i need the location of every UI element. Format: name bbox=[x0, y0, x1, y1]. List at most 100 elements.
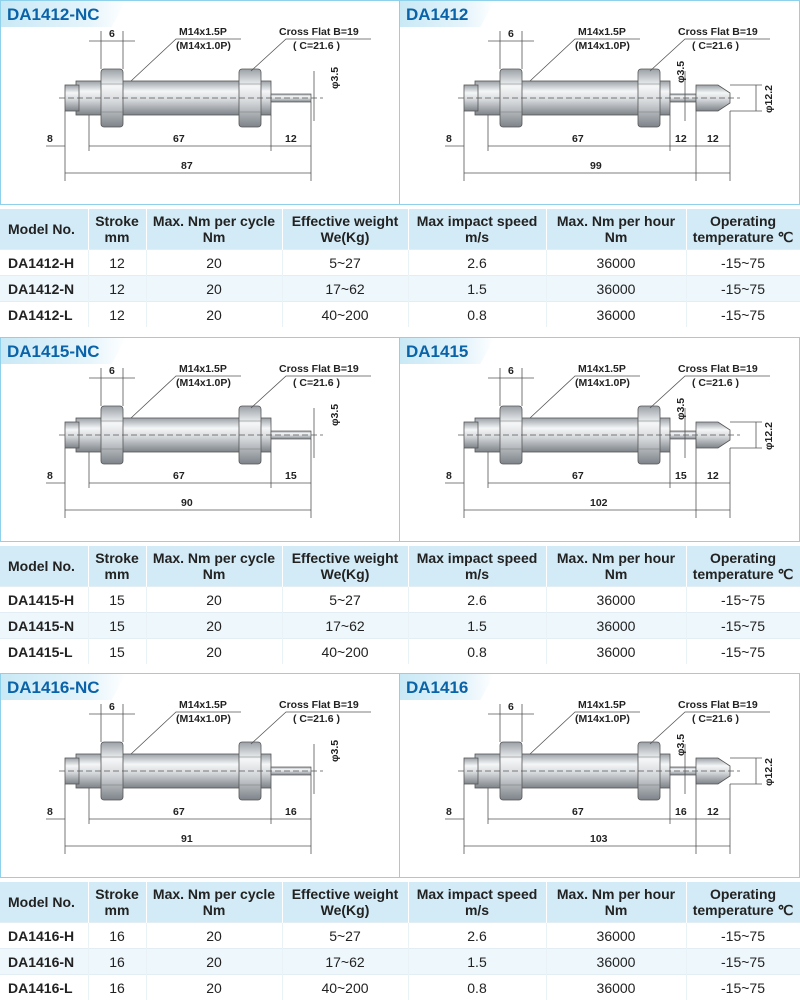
cell-stroke: 12 bbox=[88, 302, 146, 328]
cell-model: DA1415-H bbox=[0, 587, 88, 613]
cell-stroke: 16 bbox=[88, 949, 146, 975]
thread-callout: M14x1.5P bbox=[578, 363, 626, 375]
cell-weight: 40~200 bbox=[282, 975, 408, 1000]
dim-cap-length: 12 bbox=[707, 470, 719, 482]
cross-flat-callout: Cross Flat B=19 bbox=[678, 26, 758, 38]
dim-rod-diameter: φ3.5 bbox=[329, 404, 341, 426]
header-line: Stroke bbox=[91, 886, 144, 902]
cell-weight: 17~62 bbox=[282, 276, 408, 302]
cell-speed: 2.6 bbox=[408, 923, 546, 949]
drawing-panel-nc: M14x1.5P(M14x1.0P)Cross Flat B=19( C=21.… bbox=[0, 673, 400, 878]
cell-model: DA1416-N bbox=[0, 949, 88, 975]
header-line: Operating bbox=[689, 550, 798, 566]
dim-stroke: 16 bbox=[285, 806, 297, 818]
header-line-unit: We(Kg) bbox=[285, 566, 406, 582]
dim-rod-diameter: φ3.5 bbox=[675, 734, 687, 756]
header-line-unit: m/s bbox=[411, 902, 544, 918]
cell-weight: 5~27 bbox=[282, 587, 408, 613]
shock-absorber-drawing: M14x1.5P(M14x1.0P)Cross Flat B=19( C=21.… bbox=[1, 674, 399, 877]
drawing-panel-nc: M14x1.5P(M14x1.0P)Cross Flat B=19( C=21.… bbox=[0, 337, 400, 542]
header-line: Effective weight bbox=[285, 550, 406, 566]
cell-nm-hour: 36000 bbox=[546, 613, 686, 639]
cell-stroke: 16 bbox=[88, 923, 146, 949]
cell-speed: 1.5 bbox=[408, 276, 546, 302]
header-line-unit: Nm bbox=[149, 902, 280, 918]
header-line: Max. Nm per cycle bbox=[149, 213, 280, 229]
drawing-panel-with-cap: M14x1.5P(M14x1.0P)Cross Flat B=19( C=21.… bbox=[399, 337, 800, 542]
cross-flat-c-callout: ( C=21.6 ) bbox=[293, 377, 340, 389]
header-line: Max impact speed bbox=[411, 886, 544, 902]
header-line-unit: mm bbox=[91, 902, 144, 918]
header-line: Effective weight bbox=[285, 213, 406, 229]
dim-front: 8 bbox=[47, 806, 53, 818]
cell-stroke: 15 bbox=[88, 639, 146, 665]
cell-speed: 0.8 bbox=[408, 639, 546, 665]
dim-cap-diameter: φ12.2 bbox=[763, 758, 775, 786]
drawing-panel-with-cap: M14x1.5P(M14x1.0P)Cross Flat B=19( C=21.… bbox=[399, 673, 800, 878]
cell-nm-hour: 36000 bbox=[546, 975, 686, 1000]
header-line: Max impact speed bbox=[411, 550, 544, 566]
cell-speed: 0.8 bbox=[408, 975, 546, 1000]
dim-nut-width: 6 bbox=[109, 701, 115, 713]
cell-stroke: 12 bbox=[88, 276, 146, 302]
cell-stroke: 16 bbox=[88, 975, 146, 1000]
cell-model: DA1415-N bbox=[0, 613, 88, 639]
dim-stroke: 12 bbox=[675, 133, 687, 145]
header-line-unit: Nm bbox=[549, 902, 684, 918]
cross-flat-c-callout: ( C=21.6 ) bbox=[692, 377, 739, 389]
header-line-unit: We(Kg) bbox=[285, 229, 406, 245]
dim-overall-length: 102 bbox=[590, 497, 608, 509]
dim-front: 8 bbox=[47, 470, 53, 482]
thread-callout: M14x1.5P bbox=[179, 699, 227, 711]
cell-weight: 17~62 bbox=[282, 613, 408, 639]
thread-callout: M14x1.5P bbox=[179, 363, 227, 375]
dim-body: 67 bbox=[572, 470, 584, 482]
cross-flat-callout: Cross Flat B=19 bbox=[678, 699, 758, 711]
cell-temp: -15~75 bbox=[686, 975, 800, 1000]
cell-nm-cycle: 20 bbox=[146, 923, 282, 949]
dim-overall-length: 90 bbox=[181, 497, 193, 509]
cell-speed: 2.6 bbox=[408, 587, 546, 613]
cell-model: DA1412-N bbox=[0, 276, 88, 302]
column-header: Model No. bbox=[0, 209, 88, 250]
header-line-unit: Nm bbox=[549, 229, 684, 245]
shock-absorber-drawing: M14x1.5P(M14x1.0P)Cross Flat B=19( C=21.… bbox=[400, 338, 799, 541]
header-line-unit: Nm bbox=[149, 566, 280, 582]
dim-rod-diameter: φ3.5 bbox=[329, 740, 341, 762]
thread-alt-callout: (M14x1.0P) bbox=[176, 377, 231, 389]
cell-model: DA1412-H bbox=[0, 250, 88, 276]
cell-model: DA1415-L bbox=[0, 639, 88, 665]
dim-stroke: 12 bbox=[285, 133, 297, 145]
cell-nm-cycle: 20 bbox=[146, 613, 282, 639]
shock-absorber-drawing: M14x1.5P(M14x1.0P)Cross Flat B=19( C=21.… bbox=[400, 674, 799, 877]
model-title: DA1416 bbox=[400, 674, 494, 700]
cell-nm-cycle: 20 bbox=[146, 250, 282, 276]
dim-front: 8 bbox=[446, 806, 452, 818]
cell-speed: 0.8 bbox=[408, 302, 546, 328]
dim-overall-length: 99 bbox=[590, 160, 602, 172]
cell-temp: -15~75 bbox=[686, 250, 800, 276]
dim-overall-length: 91 bbox=[181, 833, 193, 845]
cross-flat-c-callout: ( C=21.6 ) bbox=[293, 713, 340, 725]
cell-nm-hour: 36000 bbox=[546, 250, 686, 276]
cell-nm-hour: 36000 bbox=[546, 587, 686, 613]
thread-callout: M14x1.5P bbox=[578, 26, 626, 38]
shock-absorber-drawing: M14x1.5P(M14x1.0P)Cross Flat B=19( C=21.… bbox=[1, 338, 399, 541]
header-line: Max. Nm per cycle bbox=[149, 886, 280, 902]
header-line-unit: temperature ℃ bbox=[689, 229, 798, 245]
